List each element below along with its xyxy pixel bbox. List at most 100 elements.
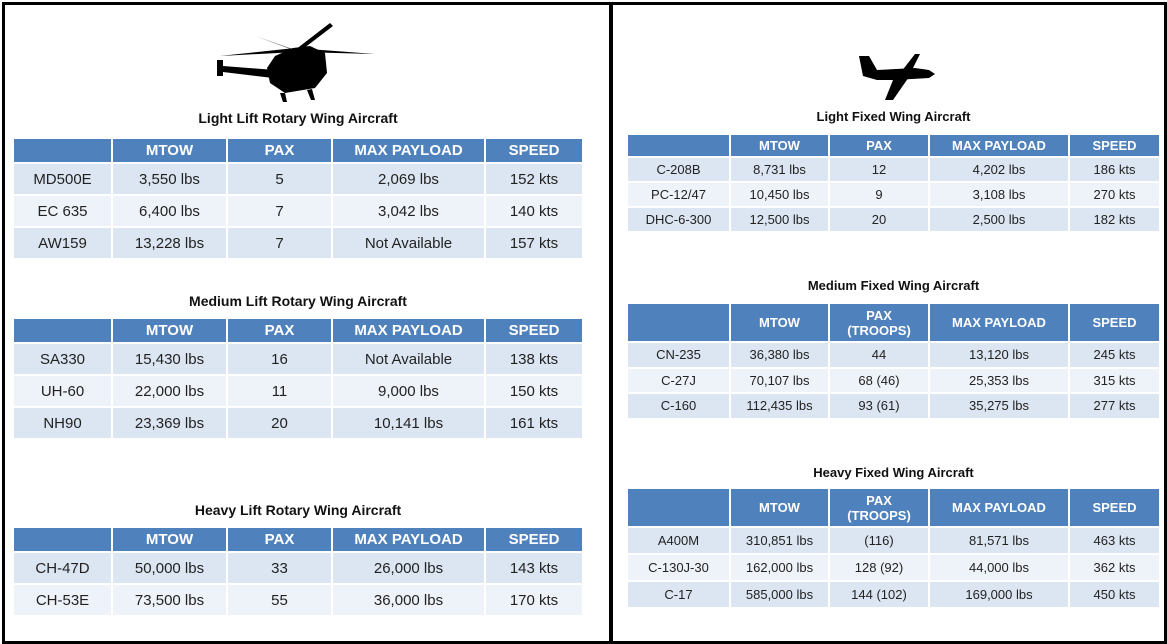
table-cell: 68 (46) — [829, 367, 929, 393]
table-cell: 157 kts — [485, 227, 583, 259]
table-cell: 13,228 lbs — [112, 227, 227, 259]
table-cell: 9 — [829, 182, 929, 207]
header-cell: PAX — [829, 134, 929, 157]
table-cell: 15,430 lbs — [112, 343, 227, 375]
table-title: Medium Fixed Wing Aircraft — [807, 278, 980, 293]
header-cell: MTOW — [112, 138, 227, 163]
header-cell: MAX PAYLOAD — [332, 318, 485, 343]
table-cell: 11 — [227, 375, 332, 407]
table-cell: 162,000 lbs — [730, 554, 829, 581]
table-cell: EC 635 — [13, 195, 112, 227]
header-cell — [627, 134, 730, 157]
table-cell: 450 kts — [1069, 581, 1160, 608]
table-cell: 315 kts — [1069, 367, 1160, 393]
header-cell — [13, 318, 112, 343]
table-cell: 128 (92) — [829, 554, 929, 581]
table-cell: 169,000 lbs — [929, 581, 1069, 608]
table-cell: 23,369 lbs — [112, 407, 227, 439]
table-title: Medium Lift Rotary Wing Aircraft — [189, 293, 407, 309]
table-cell: MD500E — [13, 163, 112, 195]
helicopter-icon — [217, 23, 375, 102]
header-cell: MTOW — [112, 527, 227, 552]
table-cell: 13,120 lbs — [929, 342, 1069, 368]
table-cell: PC-12/47 — [627, 182, 730, 207]
table-cell: 81,571 lbs — [929, 527, 1069, 554]
table-cell: (116) — [829, 527, 929, 554]
table-cell: 8,731 lbs — [730, 157, 829, 182]
table-cell: 36,380 lbs — [730, 342, 829, 368]
header-cell: SPEED — [485, 318, 583, 343]
table-cell: 362 kts — [1069, 554, 1160, 581]
table-cell: C-208B — [627, 157, 730, 182]
table-cell: 585,000 lbs — [730, 581, 829, 608]
table-cell: 20 — [227, 407, 332, 439]
header-cell: MAX PAYLOAD — [929, 303, 1069, 342]
header-cell: MTOW — [730, 488, 829, 527]
header-cell: MAX PAYLOAD — [929, 134, 1069, 157]
header-cell: PAX — [227, 138, 332, 163]
table-cell: SA330 — [13, 343, 112, 375]
table-cell: 144 (102) — [829, 581, 929, 608]
header-cell: PAX — [227, 527, 332, 552]
table-cell: 55 — [227, 584, 332, 616]
header-cell: MTOW — [730, 134, 829, 157]
header-cell: SPEED — [1069, 303, 1160, 342]
table-cell: 12 — [829, 157, 929, 182]
table-cell: 161 kts — [485, 407, 583, 439]
table-cell: 143 kts — [485, 552, 583, 584]
table-cell: 26,000 lbs — [332, 552, 485, 584]
header-cell: MTOW — [730, 303, 829, 342]
header-cell: SPEED — [485, 138, 583, 163]
table-cell: 35,275 lbs — [929, 393, 1069, 419]
table-cell: C-27J — [627, 367, 730, 393]
header-cell — [627, 303, 730, 342]
table-cell: CH-47D — [13, 552, 112, 584]
table-cell: 93 (61) — [829, 393, 929, 419]
header-cell — [627, 488, 730, 527]
header-cell: SPEED — [1069, 134, 1160, 157]
table-cell: C-160 — [627, 393, 730, 419]
header-cell: PAX (TROOPS) — [829, 303, 929, 342]
table-cell: 310,851 lbs — [730, 527, 829, 554]
table-cell: 25,353 lbs — [929, 367, 1069, 393]
table-cell: 170 kts — [485, 584, 583, 616]
header-cell — [13, 138, 112, 163]
table-cell: 3,042 lbs — [332, 195, 485, 227]
table-cell: 10,141 lbs — [332, 407, 485, 439]
table-cell: 245 kts — [1069, 342, 1160, 368]
header-cell: SPEED — [485, 527, 583, 552]
table-cell: 10,450 lbs — [730, 182, 829, 207]
table-cell: C-130J-30 — [627, 554, 730, 581]
table-cell: 44 — [829, 342, 929, 368]
table-cell: AW159 — [13, 227, 112, 259]
table-cell: 270 kts — [1069, 182, 1160, 207]
table-title: Light Lift Rotary Wing Aircraft — [198, 110, 398, 126]
table-cell: 277 kts — [1069, 393, 1160, 419]
table-cell: 138 kts — [485, 343, 583, 375]
header-cell: MAX PAYLOAD — [929, 488, 1069, 527]
table-cell: 7 — [227, 195, 332, 227]
table-cell: 112,435 lbs — [730, 393, 829, 419]
table-title: Heavy Fixed Wing Aircraft — [813, 465, 974, 480]
header-cell: PAX — [227, 318, 332, 343]
table-cell: UH-60 — [13, 375, 112, 407]
table-cell: 20 — [829, 207, 929, 232]
table-cell: Not Available — [332, 343, 485, 375]
table-cell: 182 kts — [1069, 207, 1160, 232]
table-cell: 5 — [227, 163, 332, 195]
table-cell: CN-235 — [627, 342, 730, 368]
table-cell: 36,000 lbs — [332, 584, 485, 616]
header-cell: MAX PAYLOAD — [332, 527, 485, 552]
table-cell: 73,500 lbs — [112, 584, 227, 616]
header-cell: MAX PAYLOAD — [332, 138, 485, 163]
table-cell: 44,000 lbs — [929, 554, 1069, 581]
table-cell: 50,000 lbs — [112, 552, 227, 584]
table-cell: CH-53E — [13, 584, 112, 616]
header-cell: PAX (TROOPS) — [829, 488, 929, 527]
header-cell — [13, 527, 112, 552]
table-cell: A400M — [627, 527, 730, 554]
table-cell: 2,500 lbs — [929, 207, 1069, 232]
table-cell: C-17 — [627, 581, 730, 608]
